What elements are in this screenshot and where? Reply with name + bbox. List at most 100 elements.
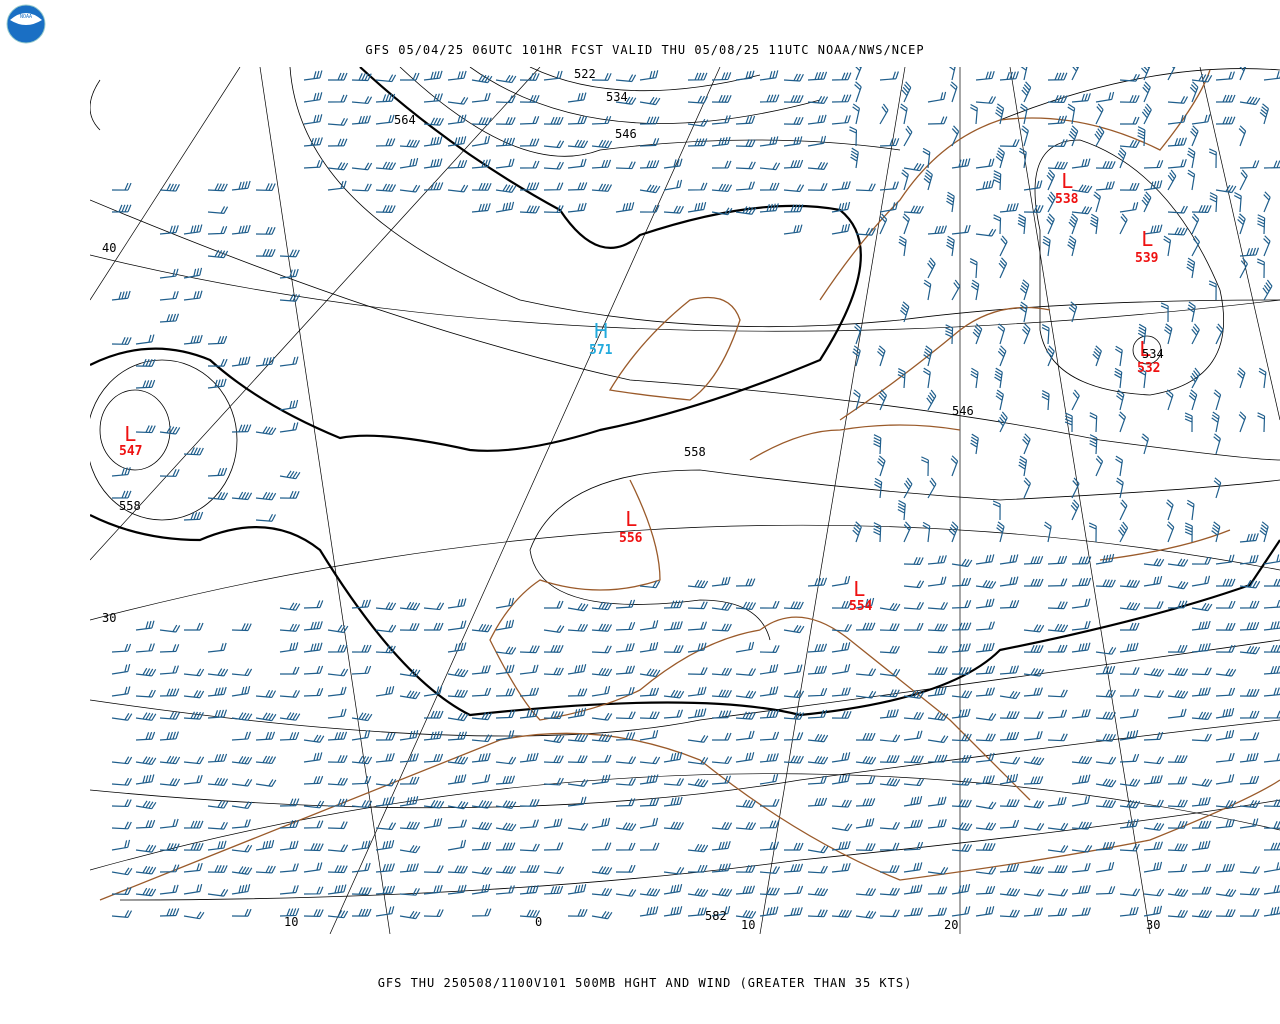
wind-barb	[495, 885, 515, 895]
wind-barb	[351, 800, 373, 809]
wind-barb	[903, 841, 924, 851]
wind-barb	[855, 668, 877, 677]
wind-barb	[975, 70, 995, 81]
wind-barb	[375, 863, 395, 873]
wind-barb	[375, 183, 397, 192]
wind-barb	[567, 92, 587, 103]
wind-barb	[399, 72, 420, 81]
wind-barb	[255, 183, 276, 192]
wind-barb	[1239, 887, 1260, 896]
wind-barb	[207, 226, 228, 235]
wind-barb	[639, 842, 660, 851]
wind-barb	[687, 201, 707, 213]
wind-barb	[519, 885, 539, 895]
wind-barb	[831, 115, 851, 125]
wind-barb	[327, 624, 349, 634]
wind-barb	[1071, 774, 1091, 785]
wind-barb	[903, 795, 923, 807]
wind-barb	[1119, 213, 1128, 235]
wind-barb	[735, 885, 756, 895]
wind-barb	[471, 800, 493, 809]
wind-barb	[687, 138, 708, 147]
wind-barb	[879, 602, 901, 612]
wind-barb	[1143, 799, 1164, 808]
wind-barb	[711, 732, 732, 741]
wind-barb	[543, 885, 564, 895]
wind-barb	[1068, 301, 1078, 323]
wind-barb	[1143, 888, 1165, 897]
wind-barb	[591, 910, 613, 920]
wind-barb	[1189, 81, 1199, 103]
wind-barb	[255, 865, 276, 874]
wind-barb	[1138, 367, 1147, 389]
wind-barb	[1186, 257, 1196, 279]
footer-caption: GFS THU 250508/1100V101 500MB HGHT AND W…	[378, 976, 913, 990]
wind-barb	[423, 865, 444, 874]
wind-barb	[975, 158, 995, 169]
wind-barb	[135, 819, 156, 829]
wind-barb	[995, 103, 1005, 125]
wind-barb	[999, 863, 1020, 873]
wind-barb	[495, 842, 516, 851]
wind-barb	[903, 711, 925, 720]
wind-barb	[999, 819, 1020, 829]
wind-barb	[615, 599, 636, 609]
wind-barb	[471, 203, 491, 213]
wind-barb	[1093, 191, 1101, 213]
wind-barb	[495, 184, 517, 193]
contour-label: 564	[394, 113, 416, 127]
wind-barb	[1047, 733, 1068, 742]
wind-barb	[783, 885, 804, 895]
wind-barb	[1239, 799, 1261, 809]
wind-barb	[1143, 822, 1165, 831]
wind-barb	[1213, 433, 1221, 455]
wind-barb	[1119, 94, 1140, 103]
wind-barb	[1239, 579, 1261, 589]
wind-barb	[1236, 367, 1246, 389]
wind-barb	[663, 205, 684, 214]
wind-barb	[183, 690, 205, 699]
wind-barb	[207, 378, 227, 389]
wind-barb	[1191, 235, 1201, 257]
center-symbol: L	[625, 507, 637, 531]
wind-barb	[855, 732, 876, 741]
wind-barb	[879, 213, 888, 235]
wind-barb	[111, 887, 132, 895]
wind-barb	[495, 730, 515, 741]
wind-barbs	[111, 67, 1280, 920]
wind-barb	[850, 147, 859, 169]
wind-barb	[1191, 556, 1212, 565]
wind-barb	[399, 910, 421, 920]
wind-barb	[879, 103, 889, 125]
wind-barb	[759, 773, 779, 785]
wind-barb	[1141, 67, 1151, 81]
wind-barb	[1215, 687, 1236, 697]
wind-barb	[303, 800, 325, 809]
wind-barb	[1046, 169, 1056, 191]
wind-barb	[1215, 668, 1237, 677]
wind-barb	[783, 159, 804, 169]
wind-barb	[922, 521, 931, 543]
wind-barb	[159, 665, 179, 675]
wind-barb	[231, 623, 252, 632]
wind-barb	[351, 115, 371, 125]
wind-barb	[1215, 578, 1236, 587]
wind-barb	[1092, 345, 1102, 367]
wind-barb	[879, 777, 901, 787]
wind-barb	[567, 139, 589, 149]
wind-barb	[687, 621, 708, 631]
wind-barb	[948, 521, 959, 543]
wind-barb	[898, 235, 907, 257]
wind-barb	[447, 598, 467, 609]
wind-barb	[1215, 888, 1237, 897]
wind-barb	[471, 908, 492, 917]
wind-barb	[495, 201, 515, 213]
wind-barb	[997, 323, 1006, 345]
wind-barb	[279, 490, 300, 499]
wind-barb	[1143, 690, 1165, 698]
wind-barb	[687, 888, 709, 897]
wind-barb	[951, 733, 972, 742]
wind-barb	[759, 182, 780, 191]
wind-barb	[207, 249, 229, 259]
wind-barb	[1263, 710, 1280, 719]
